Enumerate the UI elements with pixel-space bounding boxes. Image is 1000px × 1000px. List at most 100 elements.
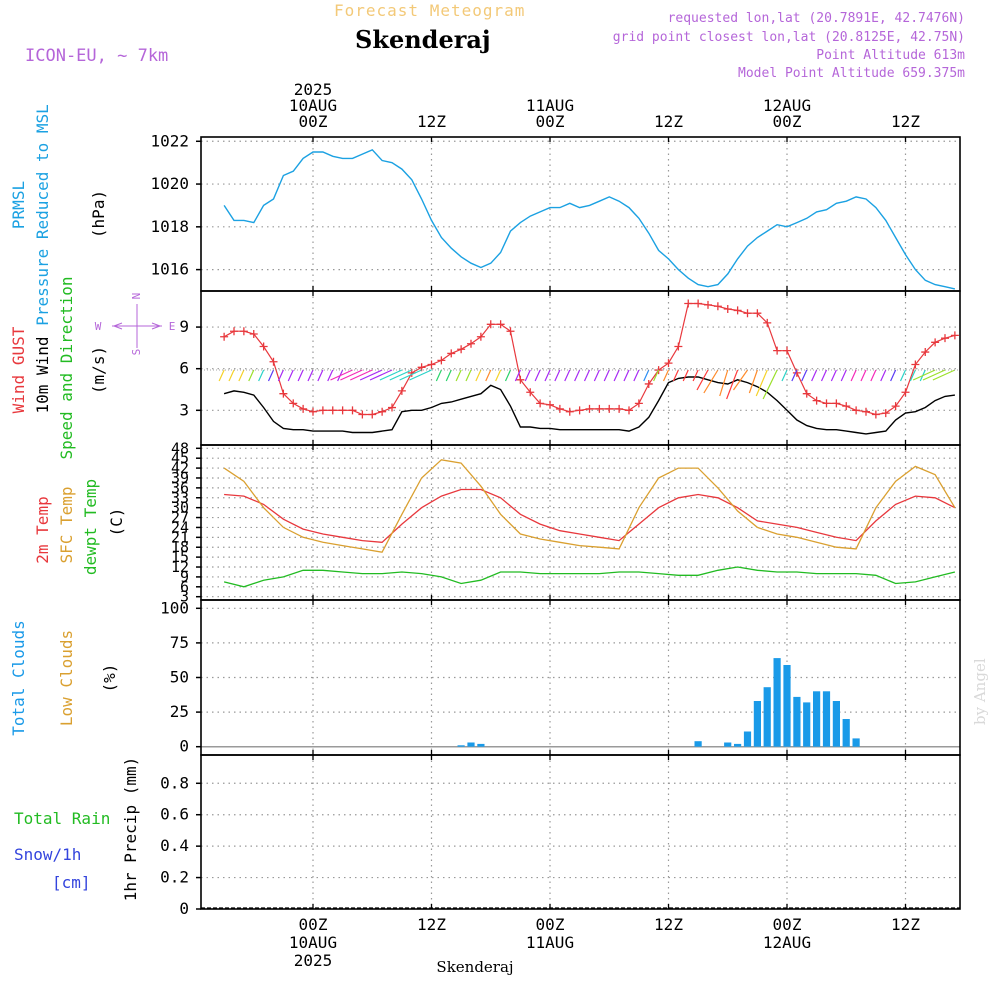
cloud-bar <box>753 701 761 747</box>
gust-marker <box>516 375 525 384</box>
wind-arrow <box>811 369 818 382</box>
gust-marker <box>526 388 535 397</box>
cloud-bar <box>734 743 742 747</box>
gust-marker <box>832 399 841 408</box>
wind-arrow <box>870 369 877 382</box>
wind-arrow <box>733 369 748 391</box>
cloud-bar <box>467 742 475 747</box>
cloud-bar <box>694 741 702 747</box>
y-tick-label: 25 <box>170 702 189 721</box>
y-tick-label: 1020 <box>150 174 189 193</box>
y-tick-label: 0.4 <box>160 836 189 855</box>
cloud-bar <box>842 719 850 747</box>
wind-arrow <box>909 369 916 382</box>
gust-marker <box>852 406 861 415</box>
y-tick-label: 1022 <box>150 131 189 150</box>
gust-marker <box>931 338 940 347</box>
chart-title: Forecast Meteogram <box>334 1 525 20</box>
cloud-bar <box>743 731 752 747</box>
wind-arrow <box>297 369 304 382</box>
gust-marker <box>625 406 633 415</box>
wind-arrow <box>445 369 452 382</box>
gridlines <box>201 137 960 909</box>
y-tick-label: 0.6 <box>160 805 189 824</box>
gust-marker <box>318 406 327 415</box>
wind-arrow <box>485 369 492 382</box>
panel-frame <box>200 754 961 910</box>
wind-arrow <box>643 369 650 382</box>
gust-marker <box>230 327 238 336</box>
y-tick-label: 1018 <box>150 217 189 236</box>
y-tick-label: 3 <box>180 588 189 606</box>
temp-unit: (C) <box>107 508 126 537</box>
wind-arrow <box>455 369 462 382</box>
y-tick-label: 75 <box>170 633 189 652</box>
top-time-label: 00Z <box>773 112 802 131</box>
wind-arrow <box>623 369 630 382</box>
sfc-temp-line <box>223 459 956 553</box>
wind-arrow <box>277 369 284 382</box>
location-title: Skenderaj <box>355 25 491 54</box>
gust-marker <box>950 331 959 340</box>
pressure-unit: (hPa) <box>89 190 108 238</box>
bottom-time-label: 10AUG <box>289 933 337 952</box>
total-rain-label: Total Rain <box>14 809 110 828</box>
gust-marker <box>634 399 643 408</box>
wind-arrow <box>238 369 245 382</box>
gust-marker <box>862 407 870 416</box>
gust-marker <box>417 363 426 372</box>
cloud-bar <box>793 696 801 747</box>
cloud-bar <box>813 691 821 747</box>
wind-unit: (m/s) <box>89 346 108 394</box>
wind-arrow <box>307 369 314 382</box>
compass-e: E <box>169 320 176 333</box>
wind-arrow <box>860 369 867 382</box>
top-time-label: 12AUG <box>763 96 811 115</box>
top-time-label: 12Z <box>417 112 446 131</box>
wind-arrow <box>662 369 670 382</box>
y-tick-label: 27 <box>171 509 189 527</box>
y-tick-label: 1016 <box>150 260 189 279</box>
wind-direction-label: Speed and Direction <box>57 276 76 459</box>
wind-arrow <box>495 369 502 382</box>
wind-arrow <box>465 369 472 382</box>
dewpt-label: dewpt Temp <box>81 479 100 575</box>
y-tick-label: 30 <box>171 499 189 517</box>
wind-arrow <box>317 369 324 382</box>
cloud-bar <box>832 701 840 747</box>
bottom-time-label: 00Z <box>536 915 565 934</box>
wind-arrow <box>399 369 422 381</box>
wind-arrow <box>359 369 383 381</box>
gust-marker <box>664 359 673 368</box>
y-tick-label: 18 <box>171 538 189 556</box>
gust-marker <box>220 332 229 341</box>
gust-marker <box>605 404 614 413</box>
y-tick-label: 39 <box>171 469 189 487</box>
wind-arrow <box>603 369 610 382</box>
bottom-time-label: 12AUG <box>763 933 811 952</box>
snow-unit: [cm] <box>52 873 91 892</box>
sfc-temp-label: SFC Temp <box>57 486 76 563</box>
y-tick-label: 36 <box>171 479 189 497</box>
wind-arrow <box>850 369 857 382</box>
gust-marker <box>486 320 495 329</box>
y-tick-label: 0.2 <box>160 868 189 887</box>
wind-direction-arrows <box>201 369 960 400</box>
wind-arrow <box>340 369 363 381</box>
wind-arrow <box>755 369 768 397</box>
wind-arrow <box>409 369 432 381</box>
clouds-unit: (%) <box>100 664 119 693</box>
top-time-label: 2025 <box>294 80 333 99</box>
y-tick-label: 15 <box>171 548 189 566</box>
wind-arrow <box>692 369 699 382</box>
top-time-label: 10AUG <box>289 96 337 115</box>
gust-marker <box>457 345 466 354</box>
y-tick-label: 100 <box>160 598 189 617</box>
wind-arrow <box>899 369 907 382</box>
bottom-time-label: 12Z <box>654 915 683 934</box>
top-time-label: 11AUG <box>526 96 574 115</box>
snow-label: Snow/1h <box>14 845 81 864</box>
wind-arrow <box>696 369 709 391</box>
y-tick-label: 0 <box>179 899 189 918</box>
wind-arrow <box>564 369 571 382</box>
